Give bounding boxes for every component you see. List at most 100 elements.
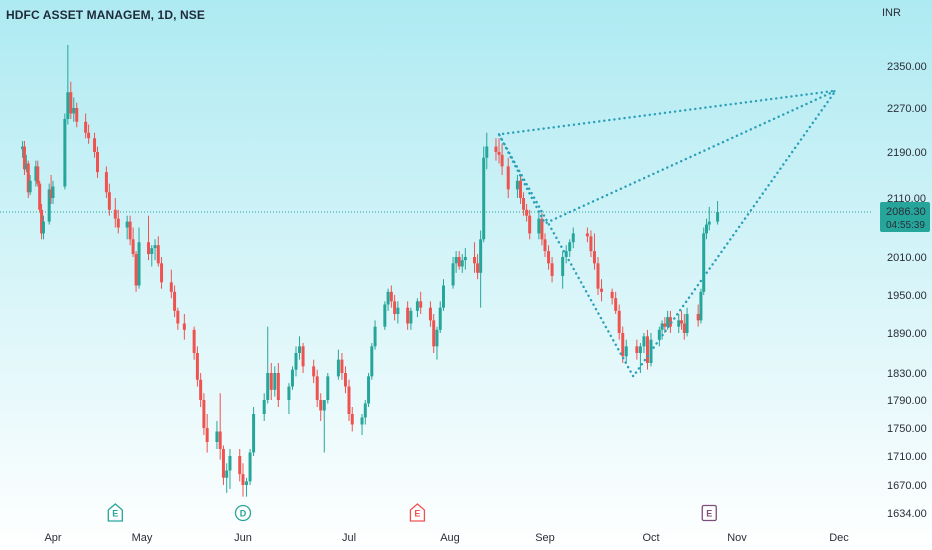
event-marker[interactable]: E: [409, 503, 426, 522]
candle[interactable]: [367, 373, 371, 407]
candle[interactable]: [298, 336, 302, 360]
candle[interactable]: [657, 326, 661, 347]
candle[interactable]: [457, 251, 461, 270]
candle[interactable]: [238, 449, 242, 482]
candle[interactable]: [518, 175, 522, 204]
candle[interactable]: [245, 477, 249, 497]
event-marker[interactable]: E: [107, 503, 123, 522]
candle[interactable]: [497, 138, 501, 164]
candle[interactable]: [638, 343, 642, 373]
candle[interactable]: [266, 326, 270, 404]
candle[interactable]: [677, 314, 681, 333]
candle[interactable]: [287, 383, 291, 414]
candle[interactable]: [485, 132, 489, 170]
candle[interactable]: [41, 215, 45, 240]
candle[interactable]: [24, 154, 28, 173]
candle[interactable]: [153, 239, 157, 261]
candle[interactable]: [438, 301, 442, 333]
candle[interactable]: [72, 97, 76, 122]
candle[interactable]: [360, 414, 364, 435]
candle[interactable]: [205, 414, 209, 453]
candle[interactable]: [156, 236, 160, 267]
candle[interactable]: [199, 373, 203, 407]
candle[interactable]: [642, 333, 646, 353]
candle[interactable]: [125, 215, 129, 240]
candle[interactable]: [614, 291, 618, 314]
candle[interactable]: [36, 160, 40, 187]
candle[interactable]: [550, 257, 554, 283]
candle[interactable]: [322, 400, 326, 453]
candle[interactable]: [252, 407, 256, 456]
candle[interactable]: [215, 421, 219, 449]
candle[interactable]: [396, 301, 400, 324]
candle[interactable]: [564, 245, 568, 264]
candle[interactable]: [596, 257, 600, 295]
candle[interactable]: [34, 160, 38, 187]
candle[interactable]: [537, 212, 541, 240]
candle[interactable]: [248, 449, 252, 485]
candle[interactable]: [51, 180, 55, 204]
candle[interactable]: [63, 113, 67, 190]
candle[interactable]: [276, 363, 280, 407]
candle[interactable]: [479, 230, 483, 308]
candle[interactable]: [441, 279, 445, 311]
candle[interactable]: [340, 353, 344, 380]
candle[interactable]: [621, 326, 625, 363]
candle[interactable]: [415, 298, 419, 318]
candle[interactable]: [350, 407, 354, 432]
candle[interactable]: [454, 251, 458, 273]
candle[interactable]: [624, 339, 628, 363]
candle[interactable]: [221, 445, 225, 486]
candle[interactable]: [241, 463, 245, 497]
candle[interactable]: [540, 212, 544, 246]
candle[interactable]: [21, 141, 25, 158]
candle[interactable]: [26, 160, 30, 198]
candle[interactable]: [373, 320, 377, 350]
candle[interactable]: [696, 304, 700, 327]
candle[interactable]: [87, 124, 91, 144]
candle[interactable]: [113, 198, 117, 228]
candle[interactable]: [182, 314, 186, 340]
candle[interactable]: [131, 227, 135, 258]
candle[interactable]: [173, 285, 177, 318]
candle[interactable]: [66, 45, 70, 125]
candle[interactable]: [635, 339, 639, 360]
candle[interactable]: [515, 175, 519, 198]
candle[interactable]: [460, 254, 464, 273]
candle[interactable]: [269, 363, 273, 400]
candle[interactable]: [137, 227, 141, 289]
event-marker[interactable]: D: [234, 504, 252, 522]
candle[interactable]: [176, 307, 180, 330]
candle[interactable]: [707, 206, 711, 231]
candle[interactable]: [568, 239, 572, 257]
candle[interactable]: [704, 218, 708, 240]
candle[interactable]: [363, 400, 367, 425]
candle[interactable]: [192, 326, 196, 360]
candle[interactable]: [326, 373, 330, 404]
candle[interactable]: [494, 138, 498, 161]
candle[interactable]: [84, 113, 88, 139]
candle[interactable]: [432, 314, 436, 353]
candle[interactable]: [660, 320, 664, 340]
candle[interactable]: [107, 183, 111, 216]
candle[interactable]: [645, 329, 649, 370]
candle[interactable]: [451, 257, 455, 289]
candle[interactable]: [169, 269, 173, 299]
candle[interactable]: [528, 209, 532, 240]
candle[interactable]: [28, 175, 32, 196]
candle[interactable]: [435, 326, 439, 360]
candle[interactable]: [500, 143, 504, 175]
candle[interactable]: [147, 215, 151, 261]
candle[interactable]: [592, 233, 596, 270]
candle[interactable]: [543, 233, 547, 257]
candle[interactable]: [699, 288, 703, 324]
candle[interactable]: [218, 393, 222, 460]
candle[interactable]: [393, 295, 397, 321]
candle[interactable]: [75, 102, 79, 128]
candle[interactable]: [525, 203, 529, 222]
candle[interactable]: [473, 242, 477, 273]
candle[interactable]: [419, 291, 423, 314]
candle[interactable]: [273, 366, 277, 397]
candle[interactable]: [312, 359, 316, 384]
